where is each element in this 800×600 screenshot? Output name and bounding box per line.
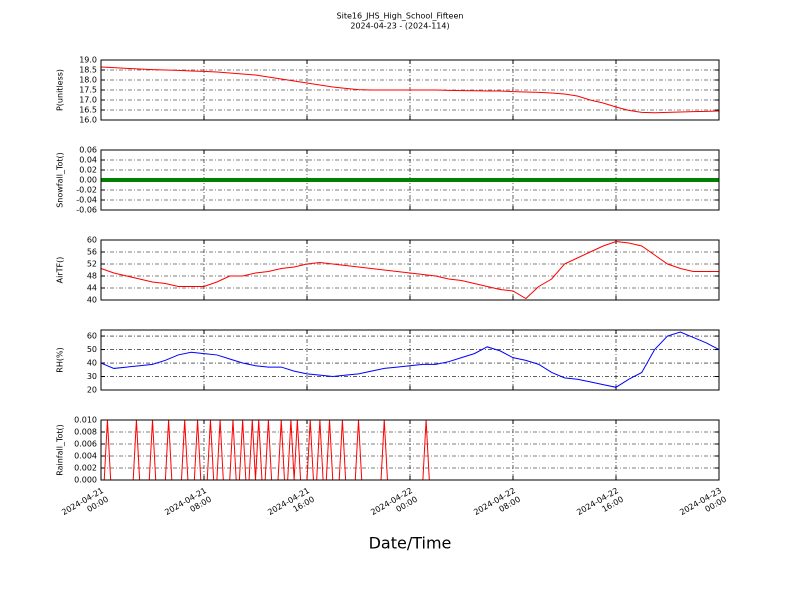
axes-frame	[100, 239, 720, 301]
y-tick-label: 0.04	[79, 156, 97, 165]
data-line	[100, 240, 719, 300]
y-axis-label: P(unitless)	[56, 69, 65, 111]
y-tick-label: 0.002	[74, 464, 97, 473]
y-axis-label: Snowfall_Tot()	[56, 152, 65, 208]
data-line	[100, 331, 720, 388]
y-tick-label: 16.0	[79, 116, 97, 125]
y-tick-label: 18.5	[79, 66, 97, 75]
y-tick-label: 44	[87, 284, 97, 293]
chart-subtitle: 2024-04-23 - (2024-114)	[350, 22, 449, 31]
y-tick-label: 50	[87, 345, 97, 354]
y-tick-label: 0.010	[74, 416, 97, 425]
y-axis-label: RH(%)	[56, 347, 65, 372]
y-tick-label: 52	[87, 260, 97, 269]
axes-frame	[100, 149, 720, 211]
y-axis-label: AirTF()	[56, 257, 65, 284]
y-tick-label: 0.004	[74, 452, 97, 461]
chart-title: Site16_JHS_High_School_Fifteen	[337, 12, 464, 21]
y-tick-label: 40	[87, 296, 97, 305]
axes-frame	[100, 329, 720, 391]
y-tick-label: 56	[87, 248, 97, 257]
y-tick-label: 0.02	[79, 166, 97, 175]
y-tick-label: 40	[87, 359, 97, 368]
y-tick-label: 0.006	[74, 440, 97, 449]
y-tick-label: -0.06	[76, 206, 97, 215]
y-tick-label: 60	[87, 236, 97, 245]
y-tick-label: 16.5	[79, 106, 97, 115]
x-axis-label: Date/Time	[369, 534, 452, 553]
y-tick-label: -0.04	[76, 196, 97, 205]
axes-frame	[100, 419, 720, 481]
y-axis-label: Rainfall_Tot()	[56, 424, 65, 476]
y-tick-label: 0.06	[79, 146, 97, 155]
y-tick-label: 30	[87, 372, 97, 381]
y-tick-label: 17.0	[79, 96, 97, 105]
y-tick-label: 18.0	[79, 76, 97, 85]
y-tick-label: 60	[87, 332, 97, 341]
axes-frame	[100, 59, 720, 121]
y-tick-label: -0.02	[76, 186, 97, 195]
y-tick-label: 0.000	[74, 476, 97, 485]
y-tick-label: 17.5	[79, 86, 97, 95]
y-tick-label: 19.0	[79, 56, 97, 65]
y-tick-label: 0.00	[79, 176, 97, 185]
y-tick-label: 20	[87, 386, 97, 395]
y-tick-label: 48	[87, 272, 97, 281]
y-tick-label: 0.008	[74, 428, 97, 437]
data-line	[100, 66, 720, 114]
